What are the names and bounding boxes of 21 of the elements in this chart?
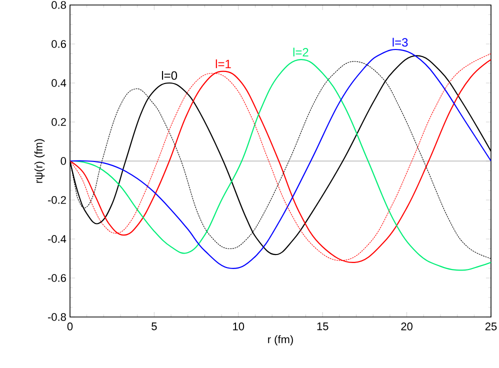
annotation: l=2: [293, 48, 308, 56]
y-tick-label: -0.4: [48, 235, 66, 243]
y-tick-label: -0.8: [48, 313, 66, 321]
annotation: l=1: [216, 59, 231, 68]
annotation: l=3: [392, 38, 408, 47]
x-tick-label: 15: [317, 322, 328, 330]
x-tick-label: 5: [152, 322, 157, 330]
y-tick-label: 0.8: [52, 1, 66, 9]
x-tick-label: 10: [233, 322, 244, 330]
x-tick-label: 0: [67, 322, 73, 330]
y-tick-label: -0.6: [48, 274, 66, 282]
x-tick-label: 20: [401, 322, 412, 330]
y-axis-title: rψ(r) (fm): [34, 139, 45, 183]
y-tick-label: -0.2: [48, 196, 66, 204]
y-tick-label: 0.6: [52, 40, 66, 48]
x-axis-title: r (fm): [268, 335, 293, 346]
y-tick-label: 0: [60, 157, 66, 165]
annotation: l=0: [162, 70, 178, 80]
x-tick-label: 25: [485, 322, 497, 330]
y-tick-label: 0.4: [52, 79, 66, 87]
y-tick-label: 0.2: [52, 118, 66, 126]
